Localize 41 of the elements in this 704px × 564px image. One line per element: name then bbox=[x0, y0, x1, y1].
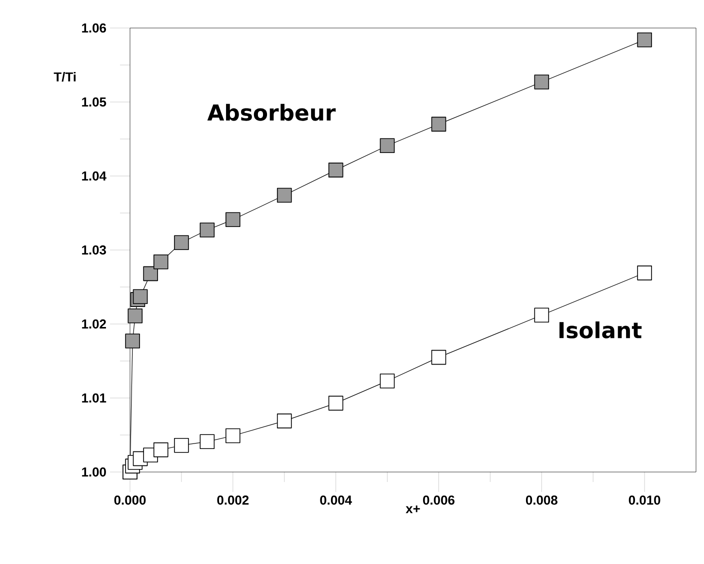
point bbox=[431, 350, 446, 365]
point bbox=[276, 188, 292, 203]
x-axis-title: x+ bbox=[406, 506, 420, 514]
point bbox=[276, 414, 292, 428]
y-tick-label: 1.02 bbox=[82, 319, 106, 329]
point bbox=[534, 74, 550, 90]
point bbox=[132, 289, 148, 304]
x-tick-label: 0.010 bbox=[628, 496, 660, 505]
point bbox=[328, 396, 344, 411]
y-tick-label: 1.04 bbox=[82, 171, 106, 181]
x-tick-label: 0.006 bbox=[423, 496, 454, 505]
point bbox=[380, 138, 395, 154]
y-tick-label: 1.03 bbox=[82, 245, 106, 255]
point bbox=[128, 308, 143, 324]
point bbox=[380, 374, 395, 388]
x-tick-label: 0.002 bbox=[217, 496, 249, 505]
x-tick-label: 0.000 bbox=[114, 496, 146, 505]
point bbox=[637, 32, 652, 48]
y-tick-label: 1.06 bbox=[82, 23, 106, 33]
point bbox=[200, 222, 215, 238]
y-tick-label: 1.01 bbox=[82, 393, 106, 403]
point bbox=[431, 116, 446, 132]
point bbox=[143, 266, 158, 282]
point bbox=[125, 334, 140, 348]
series-label: Absorbeur bbox=[207, 104, 336, 121]
point bbox=[534, 308, 550, 323]
y-axis-title: T/Ti bbox=[54, 72, 76, 82]
x-tick-label: 0.008 bbox=[526, 496, 558, 505]
point bbox=[174, 235, 189, 250]
point bbox=[153, 254, 168, 270]
point bbox=[153, 442, 168, 458]
point bbox=[328, 162, 344, 178]
series-label: Isolant bbox=[559, 321, 642, 338]
y-tick-label: 1.05 bbox=[82, 97, 106, 107]
point bbox=[174, 438, 189, 453]
y-tick-label: 1.00 bbox=[82, 467, 106, 477]
point bbox=[226, 212, 240, 228]
x-tick-label: 0.004 bbox=[320, 496, 352, 505]
point bbox=[200, 434, 215, 450]
point bbox=[637, 266, 652, 280]
point bbox=[226, 428, 240, 444]
